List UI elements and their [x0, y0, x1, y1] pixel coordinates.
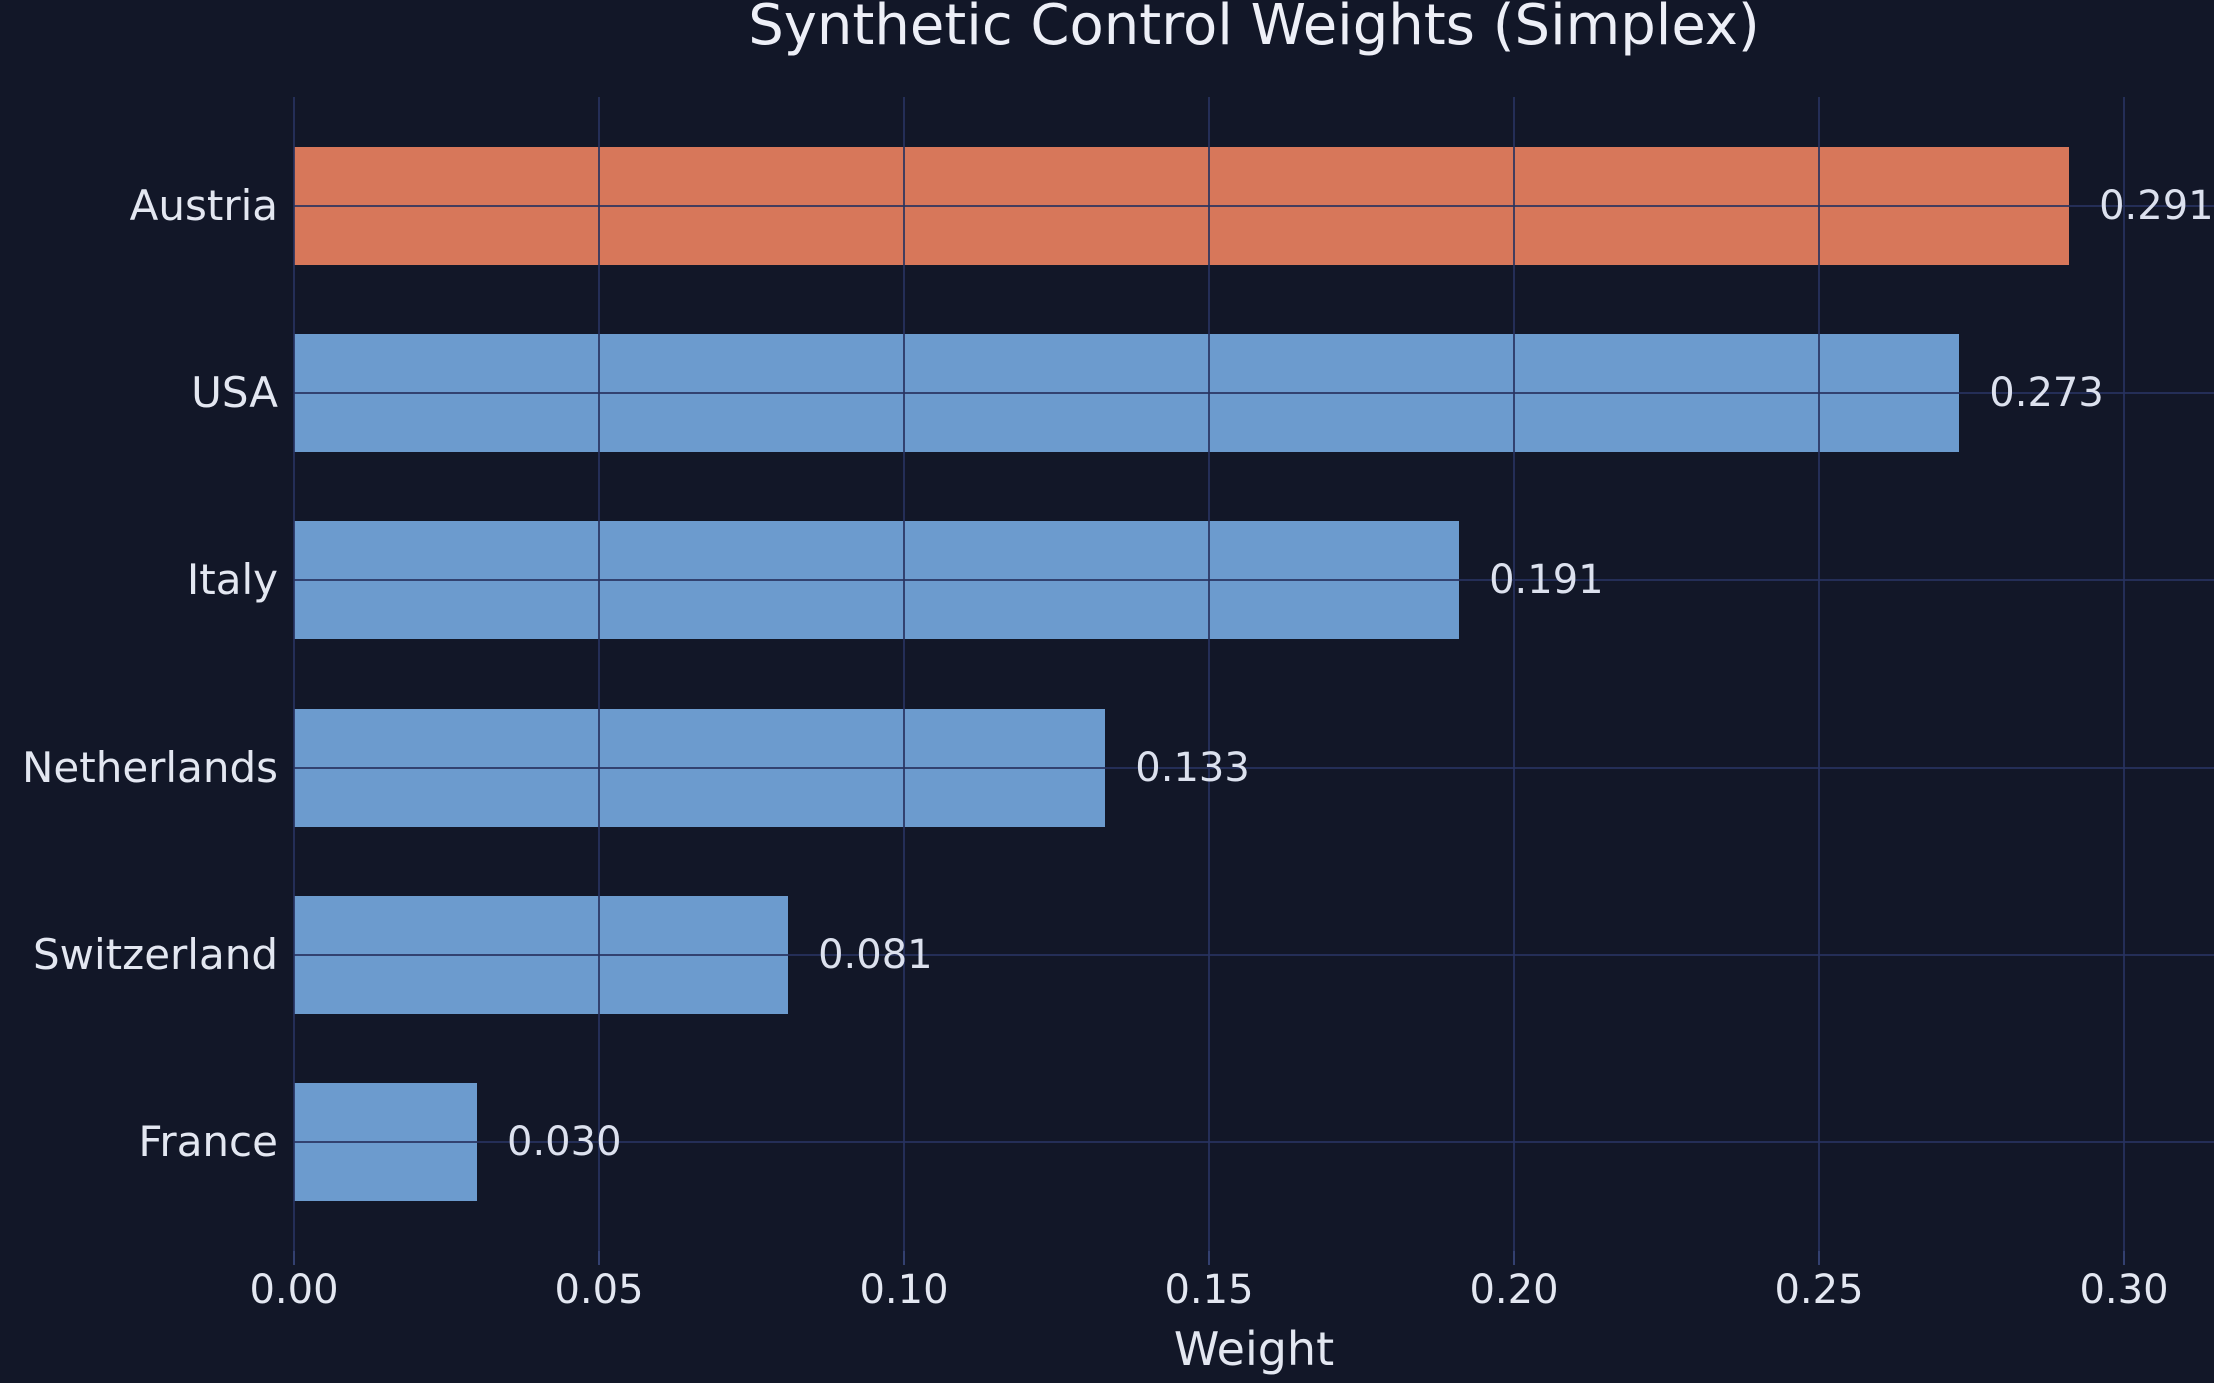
gridline-vertical [903, 97, 905, 1251]
y-tick-label-usa: USA [191, 367, 278, 417]
x-tick-label: 0.10 [859, 1267, 949, 1313]
x-tick-label: 0.25 [1774, 1267, 1864, 1313]
gridline-vertical [2123, 97, 2125, 1251]
y-tick-label-france: France [138, 1117, 278, 1167]
x-axis-label: Weight [1173, 1322, 1335, 1376]
bar-value-label: 0.191 [1489, 557, 1604, 604]
gridline-horizontal [294, 954, 2214, 956]
y-tick-label-austria: Austria [129, 180, 278, 230]
bar-value-label: 0.273 [1989, 369, 2104, 416]
gridline-vertical [1818, 97, 1820, 1251]
gridline-horizontal [294, 204, 2214, 207]
x-tick-mark [598, 1251, 600, 1265]
x-tick-mark [293, 1251, 295, 1265]
bar-value-label: 0.030 [507, 1119, 622, 1166]
x-tick-label: 0.30 [2079, 1267, 2169, 1313]
x-tick-mark [903, 1251, 905, 1265]
bar-value-label: 0.081 [818, 932, 933, 978]
y-tick-label-switzerland: Switzerland [33, 930, 278, 979]
x-tick-mark [1513, 1251, 1515, 1265]
x-tick-mark [1818, 1251, 1820, 1265]
x-tick-mark [1208, 1251, 1210, 1265]
x-tick-mark [2123, 1251, 2125, 1265]
chart-title: Synthetic Control Weights (Simplex) [748, 0, 1760, 58]
gridline-horizontal [294, 1141, 2214, 1144]
gridline-horizontal [294, 766, 2214, 769]
x-tick-label: 0.15 [1164, 1267, 1254, 1313]
bar-value-label: 0.133 [1135, 744, 1250, 791]
bar-value-label: 0.291 [2099, 182, 2214, 229]
gridline-horizontal [294, 579, 2214, 582]
x-tick-label: 0.05 [554, 1267, 644, 1313]
y-tick-label-italy: Italy [186, 555, 278, 605]
gridline-vertical [293, 97, 295, 1251]
gridline-horizontal [294, 391, 2214, 394]
gridline-vertical [1513, 97, 1515, 1251]
x-tick-label: 0.20 [1469, 1267, 1559, 1313]
x-tick-label: 0.00 [249, 1267, 339, 1313]
y-tick-label-netherlands: Netherlands [21, 742, 278, 792]
gridline-vertical [598, 97, 600, 1251]
gridline-vertical [1208, 97, 1210, 1251]
